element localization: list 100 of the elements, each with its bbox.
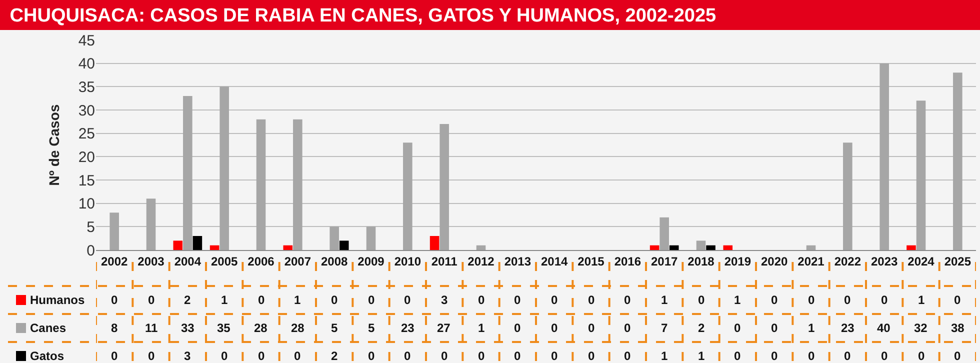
y-tick-label: 5 (86, 218, 95, 236)
data-label: 0 (734, 349, 741, 363)
data-label: 1 (478, 321, 485, 335)
data-label: 0 (771, 293, 778, 307)
bar (403, 142, 412, 250)
data-label: 0 (624, 321, 631, 335)
x-tick-label: 2005 (210, 254, 238, 268)
data-label: 0 (551, 321, 558, 335)
data-label: 0 (698, 293, 705, 307)
x-tick-label: 2004 (174, 254, 202, 268)
y-tick-label: 15 (78, 172, 95, 190)
x-tick-label: 2024 (908, 254, 935, 268)
x-tick-label: 2018 (688, 254, 715, 268)
data-label: 1 (294, 293, 301, 307)
data-label: 0 (368, 293, 375, 307)
data-label: 1 (918, 293, 925, 307)
data-label: 0 (111, 293, 118, 307)
data-label: 0 (624, 293, 631, 307)
legend-label: Canes (30, 321, 66, 335)
y-tick-label: 45 (78, 32, 95, 50)
legend-label: Humanos (30, 293, 85, 307)
chart-title: CHUQUISACA: CASOS DE RABIA EN CANES, GATOS Y HUMANOS, 2002-2025 (10, 6, 717, 27)
data-label: 0 (844, 349, 851, 363)
data-label: 8 (111, 321, 118, 335)
data-label: 0 (478, 349, 485, 363)
x-tick-label: 2020 (760, 254, 788, 268)
data-label: 0 (588, 321, 595, 335)
bar (110, 212, 119, 250)
data-label: 0 (514, 293, 521, 307)
data-label: 1 (661, 349, 668, 363)
bar (953, 72, 962, 250)
data-label: 0 (771, 321, 778, 335)
bar (256, 119, 266, 250)
data-label: 0 (881, 293, 888, 307)
bar (669, 245, 679, 250)
bar (650, 245, 660, 250)
data-label: 2 (184, 293, 191, 307)
y-tick-label: 30 (78, 102, 95, 120)
data-label: 2 (698, 321, 705, 335)
data-label: 7 (661, 321, 668, 335)
y-tick-label: 35 (78, 78, 95, 96)
data-label: 0 (514, 321, 521, 335)
bar (430, 236, 440, 250)
y-tick-label: 40 (78, 56, 95, 73)
data-label: 0 (551, 293, 558, 307)
x-tick-label: 2003 (138, 254, 165, 268)
data-label: 5 (331, 321, 338, 335)
data-label: 1 (661, 293, 668, 307)
legend-label: Gatos (30, 349, 64, 363)
data-label: 0 (368, 349, 375, 363)
bar (183, 96, 192, 250)
y-tick-label: 20 (78, 148, 95, 166)
x-tick-label: 2010 (394, 254, 422, 268)
bar (660, 217, 669, 250)
bar (283, 245, 293, 250)
x-tick-label: 2023 (870, 254, 898, 268)
x-tick-label: 2013 (504, 254, 532, 268)
bar (293, 119, 302, 250)
data-label: 0 (588, 293, 595, 307)
data-label: 0 (918, 349, 925, 363)
data-label: 0 (844, 293, 851, 307)
data-label: 32 (914, 321, 928, 335)
bar (806, 245, 816, 250)
data-label: 0 (441, 349, 448, 363)
y-axis-title: Nº de Casos (46, 104, 62, 186)
data-label: 0 (551, 349, 558, 363)
bar (339, 240, 349, 250)
data-label: 28 (254, 321, 268, 335)
data-label: 0 (734, 321, 741, 335)
x-tick-label: 2021 (798, 254, 825, 268)
bar (696, 240, 706, 250)
data-label: 0 (404, 293, 411, 307)
data-label: 1 (808, 321, 815, 335)
data-label: 35 (217, 321, 231, 335)
bar (146, 198, 156, 250)
bar (366, 226, 376, 250)
x-tick-label: 2006 (248, 254, 275, 268)
data-label: 0 (881, 349, 888, 363)
data-label: 33 (181, 321, 195, 335)
bar (173, 240, 183, 250)
x-tick-label: 2012 (468, 254, 495, 268)
data-label: 0 (111, 349, 118, 363)
data-label: 0 (514, 349, 521, 363)
x-tick-label: 2002 (100, 254, 128, 268)
data-label: 0 (771, 349, 778, 363)
x-tick-label: 2019 (724, 254, 752, 268)
data-label: 0 (588, 349, 595, 363)
data-label: 3 (441, 293, 448, 307)
y-tick-label: 25 (78, 126, 95, 143)
bar (906, 245, 916, 250)
x-tick-label: 2014 (540, 254, 568, 268)
x-tick-label: 2009 (358, 254, 385, 268)
data-label: 1 (698, 349, 705, 363)
data-label: 0 (808, 349, 815, 363)
data-label: 0 (221, 349, 228, 363)
data-label: 0 (954, 293, 961, 307)
bar (210, 245, 220, 250)
data-label: 3 (184, 349, 191, 363)
bar (192, 236, 202, 250)
data-label: 0 (808, 293, 815, 307)
